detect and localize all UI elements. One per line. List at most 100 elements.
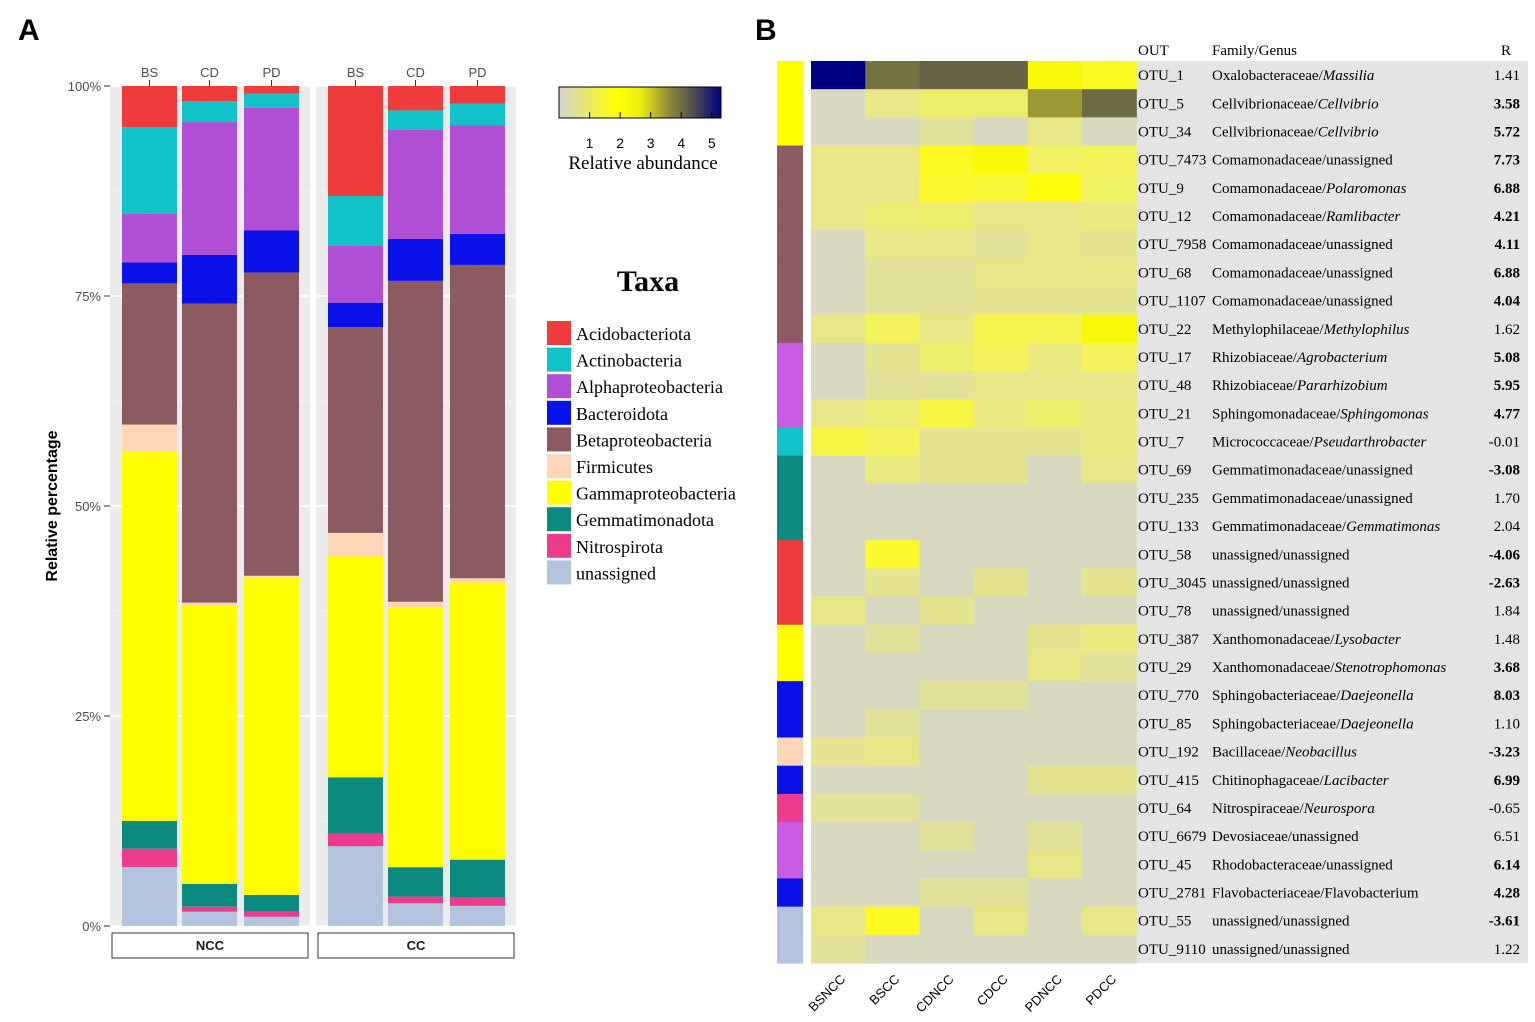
row-family: Comamonadaceae/unassigned: [1212, 153, 1393, 169]
y-tick-label: 100%: [68, 79, 102, 94]
heatmap-cell: [919, 596, 975, 626]
heatmap-cell: [973, 822, 1029, 851]
heatmap-cell: [919, 906, 975, 936]
heatmap-cell: [811, 173, 866, 203]
heatmap-cell: [973, 286, 1029, 316]
row-genus: Sphingomonas: [1340, 406, 1429, 422]
heatmap-cell: [865, 286, 920, 316]
heatmap-cell: [1027, 483, 1083, 513]
row-otu-label: OTU_22: [1138, 322, 1191, 338]
heatmap-cell: [1082, 455, 1137, 485]
heatmap-cell: [973, 681, 1029, 710]
group-strip-otu-133: [777, 512, 803, 541]
heatmap-cell: [919, 286, 975, 316]
heatmap-cell: [865, 483, 920, 513]
category-label-pd: PD: [262, 65, 280, 80]
heatmap-cell: [811, 737, 866, 767]
category-label-bs: BS: [347, 65, 365, 80]
heatmap-cell: [1027, 427, 1083, 457]
bar-segment-unassigned: [328, 846, 383, 926]
category-label-cd: CD: [200, 65, 219, 80]
heatmap-cell: [973, 61, 1029, 90]
bar-segment-unassigned: [182, 911, 237, 926]
row-taxon-label: Gemmatimonadaceae/Gemmatimonas: [1212, 519, 1440, 535]
bar-segment-alphaproteobacteria: [182, 122, 237, 255]
heatmap-cell: [973, 793, 1029, 823]
heatmap-cell: [1027, 709, 1083, 739]
legend-label-bacteroidota: Bacteroidota: [576, 404, 668, 424]
column-label-cdncc: CDNCC: [913, 972, 957, 1016]
heatmap-cell: [919, 765, 975, 795]
bar-segment-unassigned: [244, 916, 299, 926]
category-label-bs: BS: [141, 65, 159, 80]
heatmap-cell: [1082, 850, 1137, 880]
legend-label-acidobacteriota: Acidobacteriota: [576, 324, 691, 344]
legend-label-gemmatimonadota: Gemmatimonadota: [576, 510, 714, 530]
bar-segment-bacteroidota: [122, 262, 177, 284]
bar-segment-alphaproteobacteria: [328, 245, 383, 303]
heatmap-cell: [1027, 371, 1083, 400]
heatmap-cell: [865, 145, 920, 175]
bar-segment-actinobacteria: [328, 196, 383, 246]
row-r-value: 6.88: [1494, 265, 1520, 281]
row-family: Rhodobacteraceae/unassigned: [1212, 857, 1393, 873]
row-taxon-label: Rhodobacteraceae/unassigned: [1212, 857, 1393, 873]
heatmap-cell: [1082, 173, 1137, 203]
row-otu-label: OTU_6679: [1138, 829, 1206, 845]
heatmap-cell: [811, 822, 866, 851]
heatmap-cell: [865, 342, 920, 372]
bar-segment-betaproteobacteria: [122, 283, 177, 425]
heatmap-cell: [919, 681, 975, 710]
row-family: Cellvibrionaceae/: [1212, 96, 1319, 112]
heatmap-cell: [973, 652, 1029, 682]
bar-segment-betaproteobacteria: [388, 280, 443, 602]
row-otu-label: OTU_58: [1138, 547, 1191, 563]
heatmap-cell: [1082, 342, 1137, 372]
group-strip-otu-7473: [777, 145, 803, 175]
row-otu-label: OTU_45: [1138, 857, 1191, 873]
heatmap-cell: [865, 427, 920, 457]
heatmap-cell: [919, 117, 975, 147]
heatmap-cell: [811, 540, 866, 569]
row-family: Bacillaceae/: [1212, 745, 1286, 761]
row-otu-label: OTU_387: [1138, 632, 1199, 648]
heatmap-cell: [865, 512, 920, 541]
group-strip-otu-3045: [777, 568, 803, 598]
heatmap-cell: [973, 342, 1029, 372]
panel-label-b: B: [755, 14, 777, 47]
heatmap-cell: [865, 765, 920, 795]
row-otu-label: OTU_17: [1138, 350, 1192, 366]
legend-swatch-actinobacteria: [547, 347, 571, 372]
column-label-pdncc: PDNCC: [1022, 972, 1065, 1015]
bar-segment-gemmatimonadota: [122, 821, 177, 849]
heatmap-cell: [1082, 483, 1137, 513]
row-taxon-label: unassigned/unassigned: [1212, 547, 1350, 563]
bar-segment-nitrospirota: [388, 896, 443, 904]
group-strip-otu-78: [777, 596, 803, 626]
row-r-value: 8.03: [1494, 688, 1520, 704]
row-otu-label: OTU_133: [1138, 519, 1199, 535]
bar-segment-bacteroidota: [450, 233, 505, 265]
legend-swatch-acidobacteriota: [547, 321, 571, 345]
bar-segment-nitrospirota: [450, 897, 505, 906]
group-strip-otu-387: [777, 624, 803, 654]
row-otu-label: OTU_21: [1138, 406, 1191, 422]
heatmap-cell: [1082, 878, 1137, 908]
row-taxon-label: Sphingobacteriaceae/Daejeonella: [1212, 688, 1414, 704]
heatmap-cell: [973, 709, 1029, 739]
heatmap-cell: [1027, 455, 1083, 485]
heatmap-cell: [1027, 850, 1083, 880]
row-family: unassigned/unassigned: [1212, 942, 1350, 958]
row-otu-label: OTU_7958: [1138, 237, 1206, 253]
heatmap-cell: [1027, 61, 1083, 90]
row-otu-label: OTU_48: [1138, 378, 1191, 394]
row-family: Micrococcaceae/: [1212, 435, 1314, 451]
heatmap-cell: [919, 793, 975, 823]
row-family: Cellvibrionaceae/: [1212, 124, 1319, 140]
row-r-value: 6.88: [1494, 181, 1520, 197]
bar-segment-bacteroidota: [182, 254, 237, 304]
row-taxon-label: Comamonadaceae/Polaromonas: [1212, 181, 1407, 197]
colorbar-tick-label: 2: [616, 135, 624, 151]
row-r-value: 6.51: [1494, 829, 1520, 845]
row-family: Comamonadaceae/: [1212, 209, 1327, 225]
